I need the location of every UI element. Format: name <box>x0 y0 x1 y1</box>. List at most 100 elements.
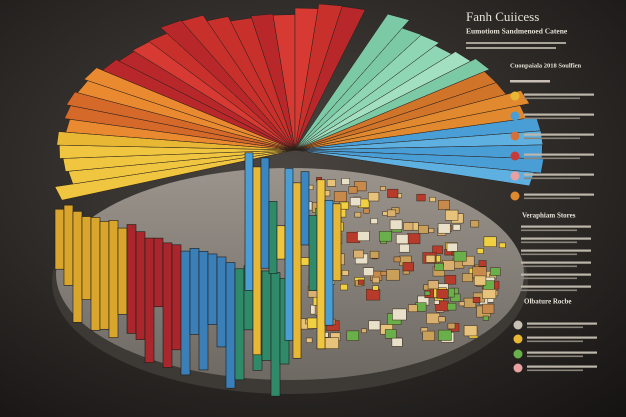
cube <box>476 248 484 254</box>
cube <box>341 178 350 185</box>
cube <box>478 260 487 267</box>
legend-text-line <box>521 241 577 244</box>
cube <box>424 290 431 296</box>
cube <box>393 256 401 263</box>
legend-text-line <box>521 225 591 228</box>
cube <box>333 191 347 202</box>
legend-text-line <box>521 273 591 276</box>
block-side <box>216 256 227 348</box>
cube <box>434 263 444 271</box>
legend-dot <box>513 320 523 330</box>
cube <box>354 211 362 218</box>
cube <box>403 222 414 231</box>
column <box>300 171 310 246</box>
legend-panel: Fanh Cuiicess Eumotiom Sandmenoed Catene… <box>466 9 597 373</box>
cube <box>395 234 409 245</box>
legend-text-line <box>527 340 583 343</box>
block-side <box>126 224 137 334</box>
cube <box>462 273 473 282</box>
cube <box>379 231 392 242</box>
legend-text-line <box>527 336 597 339</box>
legend-dot <box>510 151 520 161</box>
legend-text-line <box>527 355 583 358</box>
legend-dot <box>510 131 520 141</box>
cube <box>428 228 435 233</box>
cube <box>470 220 480 228</box>
cube <box>402 262 414 272</box>
legend-text-line <box>524 177 580 180</box>
legend-text-line <box>524 193 594 196</box>
cube <box>349 197 362 207</box>
legend-text-line <box>510 80 550 83</box>
cube <box>447 302 457 311</box>
block-side <box>171 244 182 351</box>
cube <box>363 267 374 277</box>
block-side <box>153 237 164 308</box>
block-side <box>54 208 65 270</box>
cube <box>386 269 400 281</box>
legend-text-line <box>524 133 594 136</box>
legend-text-line <box>527 365 597 368</box>
legend-text-line <box>527 369 583 372</box>
block-side <box>81 216 92 300</box>
legend-text-line <box>521 229 577 232</box>
legend-text-line <box>524 93 594 96</box>
cube <box>354 181 367 192</box>
cube <box>472 296 481 303</box>
legend-text-line <box>521 253 577 256</box>
cube <box>444 275 457 285</box>
cube <box>369 250 380 259</box>
legend-dot <box>510 91 520 101</box>
cube <box>353 249 364 259</box>
cube <box>341 270 349 276</box>
cube <box>348 186 358 194</box>
section-title: Olbature Rocbe <box>524 298 572 306</box>
cube <box>432 245 443 255</box>
legend-text-line <box>524 113 594 116</box>
legend-text-line <box>521 277 577 280</box>
block-side <box>90 217 101 331</box>
legend-text-line <box>466 47 556 49</box>
cube <box>427 280 439 290</box>
cube <box>463 325 478 337</box>
cube <box>406 233 421 245</box>
cube <box>357 231 370 242</box>
fan-wedge <box>294 6 366 151</box>
cube <box>370 218 378 225</box>
subtitle: Eumotiom Sandmenoed Catene <box>466 27 568 36</box>
cube <box>425 254 436 263</box>
cube <box>498 242 506 249</box>
legend-text-line <box>521 285 591 288</box>
cube <box>372 285 379 291</box>
legend-text-line <box>524 157 580 160</box>
cube <box>490 267 501 276</box>
cube <box>363 208 370 214</box>
cube <box>452 224 461 231</box>
block-side <box>198 251 209 371</box>
legend-text-line <box>527 326 583 329</box>
legend-text-line <box>521 265 577 268</box>
cube <box>340 283 348 291</box>
legend-text-line <box>524 97 580 100</box>
cube <box>300 257 311 266</box>
column <box>268 201 278 274</box>
block-side <box>270 272 281 397</box>
cube <box>422 330 435 341</box>
cube <box>445 209 459 221</box>
legend-text-line <box>524 153 594 156</box>
title: Fanh Cuiicess <box>466 9 539 24</box>
cube <box>368 320 381 331</box>
block-side <box>234 268 245 381</box>
column <box>260 157 270 269</box>
cube <box>326 179 336 187</box>
block-side <box>225 262 236 389</box>
legend-text-line <box>524 173 594 176</box>
cube <box>380 271 387 276</box>
block-side <box>63 204 74 286</box>
cube <box>418 225 429 234</box>
cube <box>483 236 497 247</box>
column <box>244 152 254 291</box>
block-side <box>99 221 110 330</box>
cube <box>437 223 451 234</box>
